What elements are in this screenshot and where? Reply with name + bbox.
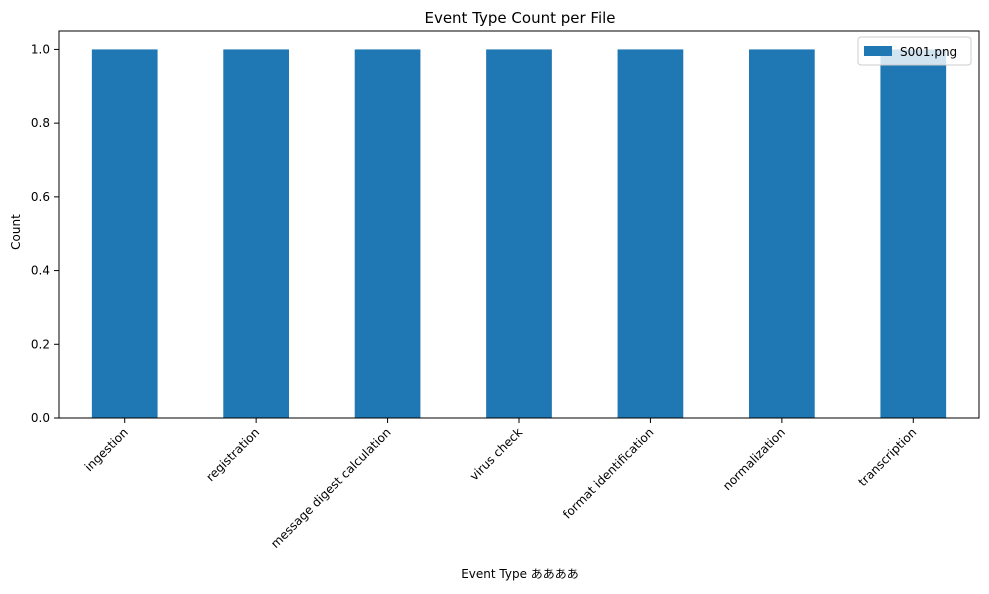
y-tick-label: 0.6: [31, 190, 50, 204]
x-tick-label: normalization: [720, 425, 788, 493]
y-tick-label: 1.0: [31, 42, 50, 56]
bar: [486, 49, 552, 418]
bar: [618, 49, 684, 418]
y-tick-label: 0.4: [31, 264, 50, 278]
y-tick-label: 0.8: [31, 116, 50, 130]
x-tick-label: ingestion: [82, 425, 131, 474]
legend-label: S001.png: [900, 45, 957, 59]
bar: [880, 49, 946, 418]
plot-area: 0.0 0.2 0.4 0.6 0.8 1.0 ingestion registration m…: [31, 31, 979, 551]
x-tick-label: virus check: [467, 425, 525, 483]
y-tick-label: 0.0: [31, 411, 50, 425]
y-tick-label: 0.2: [31, 337, 50, 351]
chart-title: Event Type Count per File: [424, 9, 615, 27]
bar: [749, 49, 815, 418]
x-tick-label: transcription: [856, 425, 920, 489]
bar: [223, 49, 289, 418]
x-tick-label: format identification: [560, 425, 656, 521]
x-tick-label: message digest calculation: [268, 425, 394, 551]
bar: [92, 49, 158, 418]
x-axis-label: Event Type ああああ: [461, 567, 579, 581]
y-axis-label: Count: [9, 214, 23, 250]
legend: S001.png: [858, 37, 971, 65]
bar: [355, 49, 421, 418]
x-tick-label: registration: [203, 425, 262, 484]
legend-swatch: [864, 46, 892, 56]
